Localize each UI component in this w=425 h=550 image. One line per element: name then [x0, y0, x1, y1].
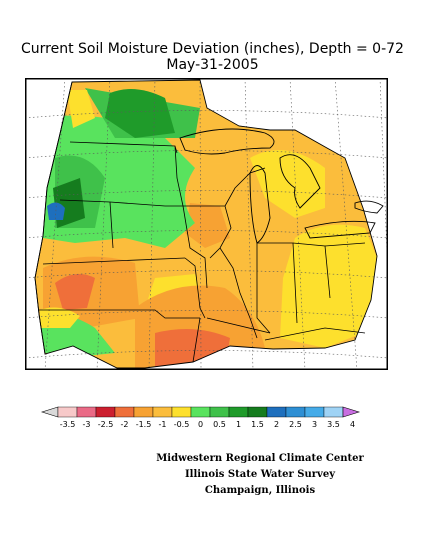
legend-tick-label: 2: [274, 420, 279, 429]
credit-center: Midwestern Regional Climate Center: [156, 453, 364, 464]
legend-swatch: [247, 406, 268, 418]
legend-tick-label: 1: [236, 420, 241, 429]
region-yellow-nw: [67, 90, 95, 128]
legend-tick-label: -1: [159, 420, 167, 429]
map-date: May-31-2005: [166, 57, 259, 73]
soil-moisture-map: [25, 78, 388, 370]
legend-swatch: [190, 406, 211, 418]
region-yellow-mich: [250, 150, 325, 218]
legend-tick-label: 2.5: [289, 420, 302, 429]
credit-survey: Illinois State Water Survey: [184, 469, 336, 480]
legend-swatch: [171, 406, 192, 418]
color-legend: -3.5 -3 -2.5 -2 -1.5 -1 -0.5 0 0.5 1 1.5 2 2.5 3 3.5 4: [40, 406, 361, 429]
legend-swatch: [228, 406, 249, 418]
great-lakes: [179, 128, 384, 244]
region-yellow-southwest: [40, 307, 80, 328]
credit-location: Champaign, Illinois: [204, 485, 316, 496]
legend-tick-label: 0.5: [213, 420, 226, 429]
legend-tick-label: 0: [198, 420, 203, 429]
legend-swatch: [57, 406, 78, 418]
map-frame: [25, 78, 388, 370]
legend-tick-label: 4: [350, 420, 355, 429]
legend-swatch: [266, 406, 287, 418]
legend-swatch: [133, 406, 154, 418]
region-dark-green-north: [105, 89, 175, 138]
region-dark-orange-kansas: [55, 274, 95, 310]
legend-swatch: [76, 406, 97, 418]
legend-tick-label: -2: [121, 420, 129, 429]
legend-tick-label: -3: [83, 420, 91, 429]
legend-arrow-low: [40, 406, 59, 418]
legend-tick-label: -1.5: [136, 420, 152, 429]
legend-tick-label: 3.5: [327, 420, 340, 429]
legend-tick-label: -2.5: [98, 420, 114, 429]
legend-tick-label: 3: [312, 420, 317, 429]
legend-swatch: [209, 406, 230, 418]
legend-swatch: [285, 406, 306, 418]
region-blue-spot: [47, 202, 65, 220]
legend-swatch: [152, 406, 173, 418]
legend-arrow-high: [342, 406, 361, 418]
map-title: Current Soil Moisture Deviation (inches)…: [21, 41, 404, 57]
legend-swatch: [114, 406, 135, 418]
region-orange-iowa: [185, 203, 230, 248]
region-outline: [34, 79, 378, 369]
legend-tick-label: 1.5: [251, 420, 264, 429]
legend-swatch: [323, 406, 344, 418]
legend-swatch: [304, 406, 325, 418]
region-yellow-east: [280, 224, 377, 348]
legend-tick-label: -0.5: [174, 420, 190, 429]
legend-swatch: [95, 406, 116, 418]
legend-tick-label: -3.5: [60, 420, 76, 429]
